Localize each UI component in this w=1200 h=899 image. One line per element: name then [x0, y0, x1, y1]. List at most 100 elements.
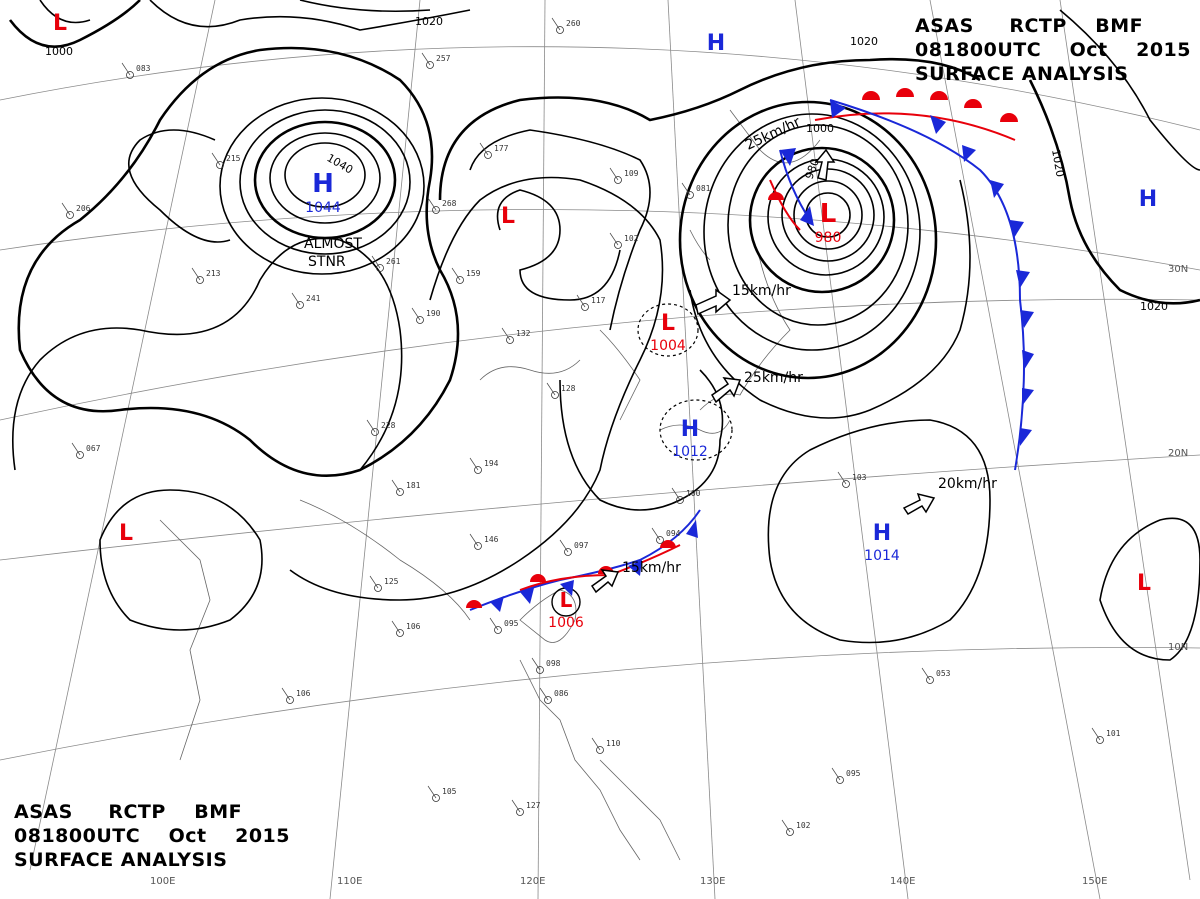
station-marker [371, 428, 379, 436]
lat-label: 20N [1168, 448, 1188, 459]
central-pressure-label: 1012 [672, 444, 708, 460]
wind-barb [211, 152, 221, 166]
station-pressure: 268 [442, 199, 457, 208]
isobar-label: 1000 [806, 122, 834, 135]
coastlines [159, 109, 821, 861]
low-center-symbol: L [1137, 571, 1151, 596]
lon-label: 110E [337, 876, 362, 887]
wind-barb [121, 62, 131, 76]
station-pressure: 257 [436, 54, 451, 63]
station-pressure: 109 [624, 169, 639, 178]
station-marker [596, 746, 604, 754]
wind-barb [591, 737, 601, 751]
station-marker [286, 696, 294, 704]
station-pressure: 194 [484, 459, 499, 468]
wind-barb [511, 799, 521, 813]
high-center-symbol: H [681, 417, 699, 442]
wind-barb [469, 457, 479, 471]
station-pressure: 081 [696, 184, 711, 193]
isobar-label: 1020 [415, 15, 443, 28]
central-pressure-label: 980 [815, 230, 842, 246]
isobar-label: 1000 [45, 45, 73, 58]
high-center-symbol: H [873, 521, 891, 546]
lat-label: 10N [1168, 642, 1188, 653]
lon-label: 130E [700, 876, 725, 887]
title-center: RCTP [108, 801, 166, 823]
station-marker [516, 808, 524, 816]
title-month: Oct [168, 825, 207, 847]
station-marker [456, 276, 464, 284]
station-marker [551, 391, 559, 399]
title-time: 081800UTC [915, 39, 1042, 61]
title-id: BMF [1095, 15, 1144, 37]
title-year: 2015 [1136, 39, 1191, 61]
central-pressure-label: 1014 [864, 548, 900, 564]
station-marker [216, 161, 224, 169]
central-pressure-label: 1044 [305, 200, 341, 216]
wind-barb [609, 232, 619, 246]
station-marker [926, 676, 934, 684]
wind-barb [479, 142, 489, 156]
title-month: Oct [1069, 39, 1108, 61]
wind-barb [61, 202, 71, 216]
title-subtitle: SURFACE ANALYSIS [915, 63, 1129, 85]
wind-barb [559, 539, 569, 553]
lon-label: 120E [520, 876, 545, 887]
station-pressure: 095 [504, 619, 519, 628]
station-marker [432, 794, 440, 802]
wind-barb [369, 575, 379, 589]
central-pressure-label: 1004 [650, 338, 686, 354]
isobar-label: 1020 [1049, 148, 1067, 178]
station-pressure: 213 [206, 269, 221, 278]
station-marker [614, 241, 622, 249]
low-center-symbol: L [119, 521, 133, 546]
title-time: 081800UTC [14, 825, 141, 847]
isobar-label: 1020 [1140, 300, 1168, 313]
wind-barb [371, 255, 381, 269]
station-marker [536, 666, 544, 674]
station-pressure: 228 [381, 421, 396, 430]
lon-label: 100E [150, 876, 175, 887]
wind-barb [681, 182, 691, 196]
wind-barb [1091, 727, 1101, 741]
station-pressure: 125 [384, 577, 399, 586]
wind-barb [421, 52, 431, 66]
station-pressure: 101 [1106, 729, 1121, 738]
low-center-symbol: L [820, 199, 837, 229]
motion-label: 15km/hr [622, 560, 681, 576]
low-center-symbol: L [560, 588, 573, 612]
wind-barb [551, 17, 561, 31]
station-pressure: 105 [442, 787, 457, 796]
wind-barb [576, 294, 586, 308]
station-marker [426, 61, 434, 69]
wind-barb [391, 620, 401, 634]
station-marker [614, 176, 622, 184]
station-pressure: 110 [606, 739, 621, 748]
title-block-bottom: ASAS RCTP BMF 081800UTC Oct 2015 SURFACE… [14, 800, 290, 872]
station-pressure: 095 [846, 769, 861, 778]
station-pressure: 128 [561, 384, 576, 393]
station-marker [1096, 736, 1104, 744]
lon-label: 150E [1082, 876, 1107, 887]
station-pressure: 106 [296, 689, 311, 698]
motion-arrow [711, 377, 742, 404]
station-pressure: 260 [566, 19, 581, 28]
central-pressure-label: 1006 [548, 615, 584, 631]
station-pressure: 190 [426, 309, 441, 318]
motion-arrow [590, 569, 620, 594]
front-symbols [466, 88, 1034, 612]
station-pressure: 159 [466, 269, 481, 278]
motion-arrow [814, 148, 836, 181]
station-pressure: 261 [386, 257, 401, 266]
station-marker [842, 480, 850, 488]
low-center-symbol: L [661, 311, 675, 336]
wind-barb [191, 267, 201, 281]
station-marker [484, 151, 492, 159]
wind-barb [281, 687, 291, 701]
wind-barb [291, 292, 301, 306]
wind-barb [391, 479, 401, 493]
wind-barb [411, 307, 421, 321]
station-pressure: 086 [554, 689, 569, 698]
wind-barb [469, 533, 479, 547]
station-pressure: 098 [546, 659, 561, 668]
